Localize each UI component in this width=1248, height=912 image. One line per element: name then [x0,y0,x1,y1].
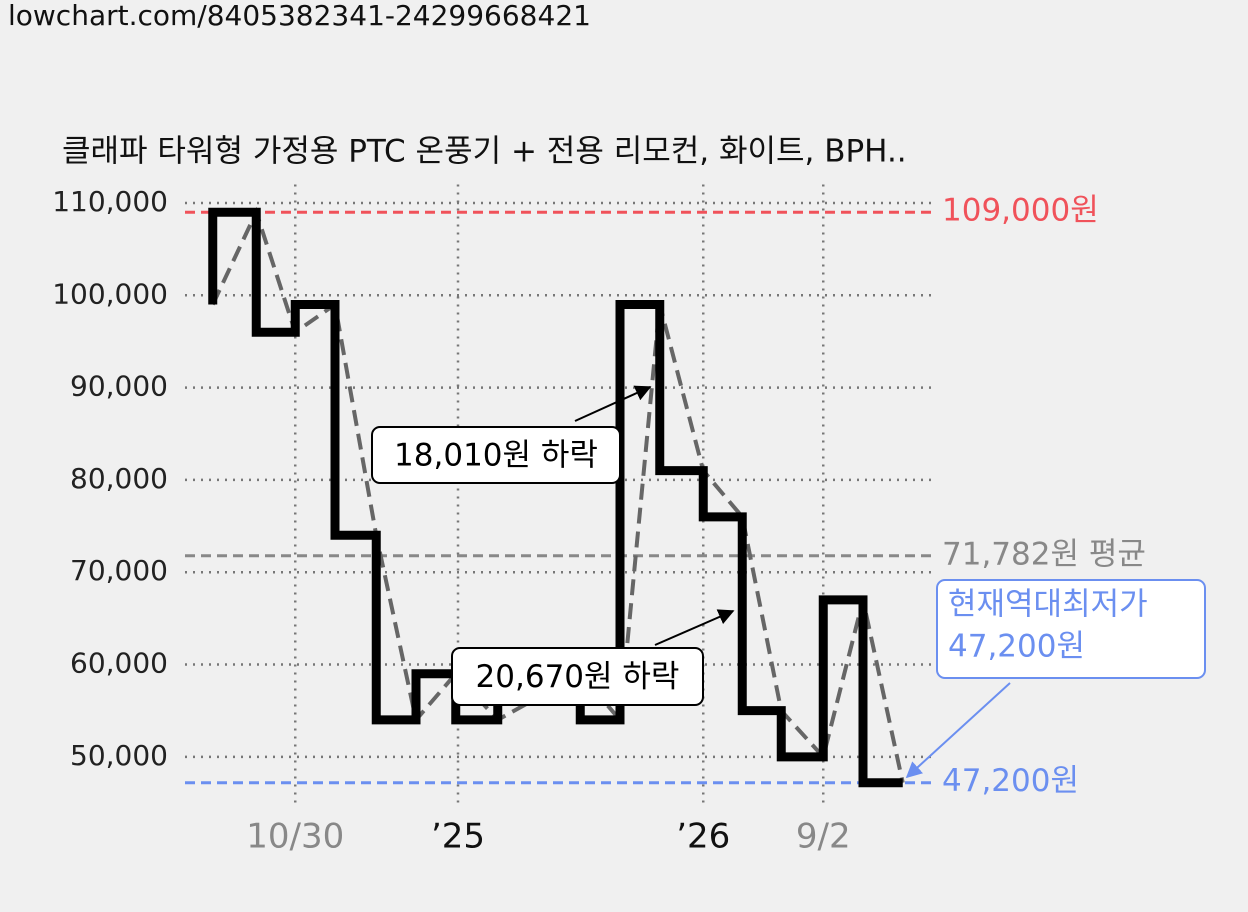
callout-label: 47,200원 [948,629,1085,665]
x-tick-label: ’26 [676,817,730,857]
callout-label: 현재역대최저가 [948,587,1148,623]
annotation-label: 20,670원 하락 [476,659,680,695]
y-tick-label: 50,000 [70,739,168,772]
annotation-label: 18,010원 하락 [394,438,598,474]
x-tick-label: 10/30 [246,817,344,857]
annotation-arrow [574,385,652,422]
reference-label: 47,200원 [942,763,1079,799]
x-tick-label: ’25 [431,817,485,857]
y-tick-label: 80,000 [70,462,168,495]
y-tick-label: 100,000 [52,277,168,310]
reference-label: 71,782원 평균 [942,536,1146,572]
callout-box [936,579,1206,679]
annotation-box [371,426,621,484]
callout-arrow [905,682,1011,779]
y-tick-label: 90,000 [70,370,168,403]
y-tick-label: 110,000 [52,185,168,218]
y-tick-label: 70,000 [70,554,168,587]
y-tick-label: 60,000 [70,647,168,680]
annotation-box [451,647,704,706]
reference-label: 109,000원 [942,193,1099,229]
x-tick-label: 9/2 [796,817,851,857]
url: lowchart.com/8405382341-24299668421 [8,0,591,32]
chart-title: 클래파 타워형 가정용 PTC 온풍기 + 전용 리모컨, 화이트, BPH.. [62,134,907,170]
annotation-arrow [654,609,735,646]
